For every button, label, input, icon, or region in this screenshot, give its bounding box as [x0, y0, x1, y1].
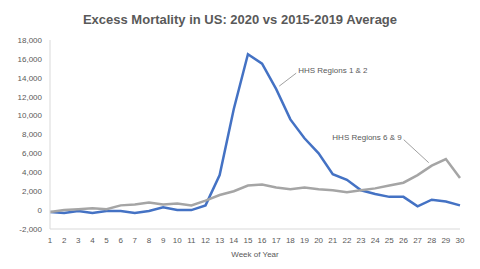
svg-text:16: 16 [258, 236, 267, 245]
svg-text:11: 11 [187, 236, 196, 245]
svg-text:21: 21 [328, 236, 337, 245]
svg-text:5: 5 [104, 236, 109, 245]
svg-text:25: 25 [385, 236, 394, 245]
svg-text:HHS Regions 6 & 9: HHS Regions 6 & 9 [332, 133, 402, 142]
svg-text:15: 15 [243, 236, 252, 245]
svg-text:10: 10 [173, 236, 182, 245]
svg-text:16,000: 16,000 [18, 55, 43, 64]
svg-text:23: 23 [357, 236, 366, 245]
svg-text:8,000: 8,000 [22, 130, 43, 139]
svg-text:-2,000: -2,000 [19, 225, 42, 234]
svg-text:14,000: 14,000 [18, 74, 43, 83]
svg-text:8: 8 [147, 236, 152, 245]
svg-text:12,000: 12,000 [18, 93, 43, 102]
html-text:Excess Mortality in US: 2020 v: Excess Mortality in US: 2020 vs 2015-201… [82, 12, 397, 27]
svg-text:19: 19 [300, 236, 309, 245]
svg-text:6,000: 6,000 [22, 149, 43, 158]
svg-text:29: 29 [441, 236, 450, 245]
svg-text:22: 22 [342, 236, 351, 245]
svg-text:12: 12 [201, 236, 210, 245]
svg-text:2: 2 [62, 236, 67, 245]
svg-text:28: 28 [427, 236, 436, 245]
svg-text:1: 1 [48, 236, 53, 245]
svg-text:9: 9 [161, 236, 166, 245]
svg-text:18,000: 18,000 [18, 36, 43, 45]
svg-text:0: 0 [38, 206, 43, 215]
svg-text:2,000: 2,000 [22, 187, 43, 196]
svg-text:18: 18 [286, 236, 295, 245]
svg-text:4,000: 4,000 [22, 168, 43, 177]
svg-text:HHS Regions 1 & 2: HHS Regions 1 & 2 [298, 66, 368, 75]
svg-text:17: 17 [272, 236, 281, 245]
svg-text:4: 4 [90, 236, 95, 245]
svg-text:10,000: 10,000 [18, 111, 43, 120]
svg-text:Week of Year: Week of Year [231, 250, 279, 259]
svg-text:20: 20 [314, 236, 323, 245]
svg-text:6: 6 [118, 236, 123, 245]
svg-text:3: 3 [76, 236, 81, 245]
svg-text:24: 24 [371, 236, 380, 245]
svg-text:13: 13 [215, 236, 224, 245]
svg-text:30: 30 [456, 236, 465, 245]
svg-text:7: 7 [133, 236, 138, 245]
svg-text:26: 26 [399, 236, 408, 245]
svg-text:14: 14 [229, 236, 238, 245]
svg-text:27: 27 [413, 236, 422, 245]
